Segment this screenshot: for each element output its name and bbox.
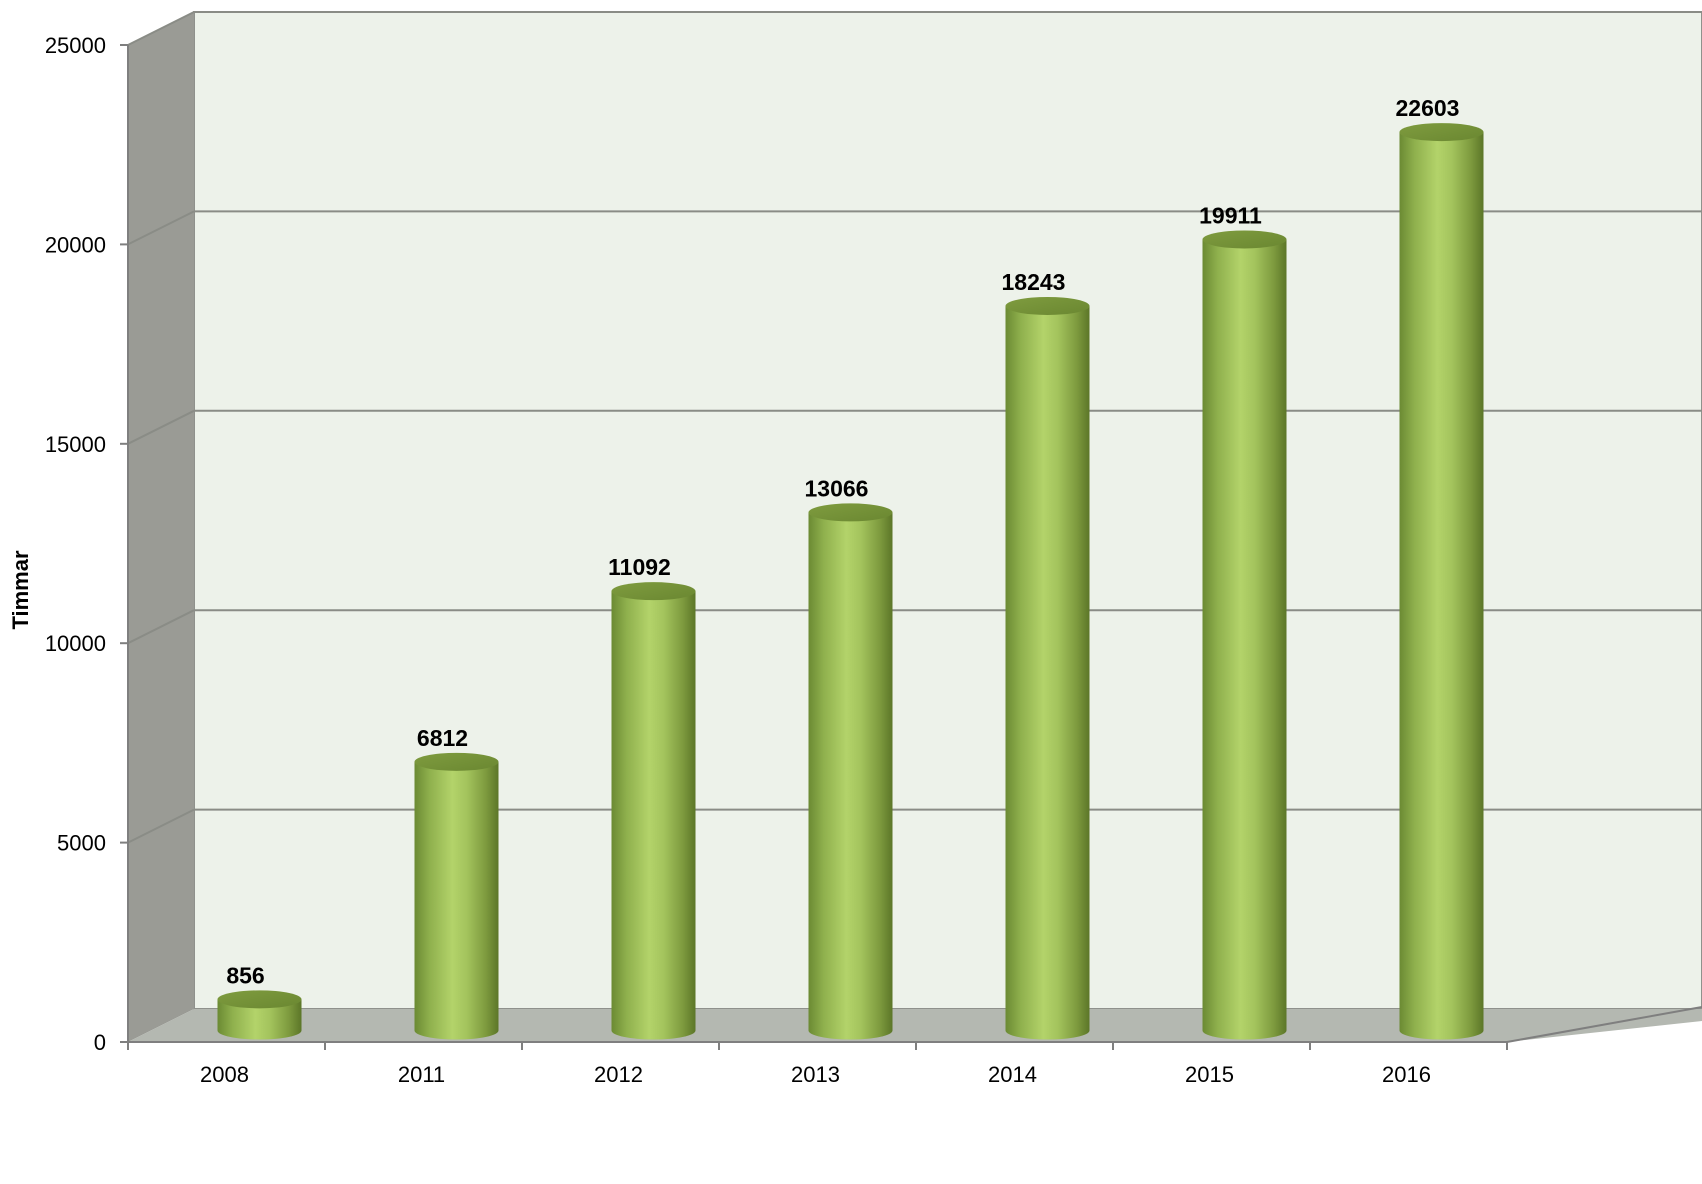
bar-top bbox=[217, 990, 302, 1009]
x-tick-label: 2012 bbox=[594, 1062, 643, 1087]
bar-body bbox=[414, 761, 499, 1040]
gridline-side bbox=[127, 210, 195, 246]
bar-top bbox=[1399, 123, 1484, 142]
side-wall bbox=[128, 12, 194, 1042]
bar-top bbox=[611, 582, 696, 601]
floor bbox=[128, 1009, 1702, 1042]
bar-body bbox=[1399, 132, 1484, 1040]
gridline-side bbox=[127, 409, 195, 445]
bar-2015 bbox=[1202, 230, 1287, 1040]
y-tick-label: 25000 bbox=[45, 33, 106, 58]
x-tick-label: 2014 bbox=[988, 1062, 1037, 1087]
x-tick-label: 2013 bbox=[791, 1062, 840, 1087]
bar-top bbox=[1202, 230, 1287, 249]
bar-body bbox=[1005, 305, 1090, 1040]
bar-2008 bbox=[217, 990, 302, 1040]
gridline-side bbox=[127, 11, 195, 46]
bars bbox=[217, 123, 1484, 1040]
bar-top bbox=[808, 503, 893, 522]
data-label: 6812 bbox=[417, 725, 468, 751]
bar-body bbox=[217, 999, 302, 1040]
data-label: 22603 bbox=[1396, 95, 1460, 121]
x-tick-label: 2015 bbox=[1185, 1062, 1234, 1087]
y-tick-label: 10000 bbox=[45, 631, 106, 656]
labels: 0 5000 10000 15000 20000 25000 856 2008 6812 2011… bbox=[45, 33, 1460, 1087]
y-tick-label: 20000 bbox=[45, 232, 106, 257]
bar-top bbox=[1005, 296, 1090, 315]
bar-2014 bbox=[1005, 296, 1090, 1040]
x-tick-label: 2008 bbox=[200, 1062, 249, 1087]
y-axis-title: Timmar bbox=[8, 550, 33, 630]
x-tick-label: 2016 bbox=[1382, 1062, 1431, 1087]
y-tick-label: 0 bbox=[94, 1030, 106, 1055]
gridline-side bbox=[127, 609, 195, 645]
x-tick-label: 2011 bbox=[398, 1062, 445, 1087]
data-label: 19911 bbox=[1199, 202, 1262, 228]
bar-2013 bbox=[808, 503, 893, 1040]
y-tick-label: 5000 bbox=[57, 831, 106, 856]
x-axis-depth-line bbox=[1506, 1006, 1702, 1043]
data-label: 856 bbox=[226, 962, 264, 988]
axes bbox=[120, 44, 1702, 1050]
bar-2012 bbox=[611, 582, 696, 1040]
y-tick-label: 15000 bbox=[45, 432, 106, 457]
bar-body bbox=[1202, 239, 1287, 1040]
gridline-side bbox=[127, 808, 195, 844]
bar-body bbox=[611, 591, 696, 1040]
data-label: 11092 bbox=[608, 554, 671, 580]
data-label: 18243 bbox=[1002, 269, 1066, 295]
bar-2016 bbox=[1399, 123, 1484, 1040]
bar-body bbox=[808, 512, 893, 1040]
bar-top bbox=[414, 752, 499, 771]
bar-2011 bbox=[414, 752, 499, 1040]
chart-walls bbox=[128, 11, 1702, 1042]
data-label: 13066 bbox=[805, 475, 869, 501]
